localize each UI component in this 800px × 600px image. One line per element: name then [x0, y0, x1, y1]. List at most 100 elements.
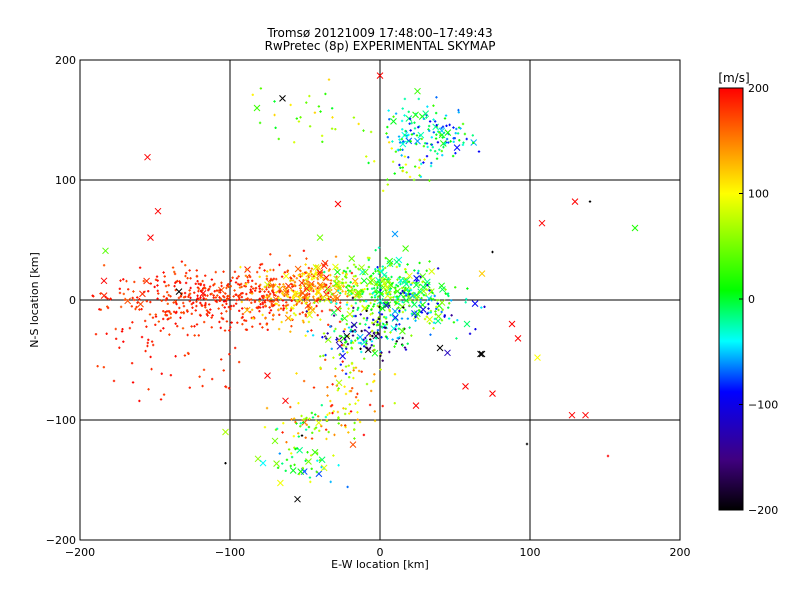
data-point — [362, 338, 365, 341]
data-point — [294, 313, 297, 317]
data-point — [319, 293, 322, 297]
data-point — [320, 283, 324, 287]
data-point — [230, 304, 233, 308]
data-point — [279, 307, 283, 310]
data-point — [410, 334, 413, 337]
data-point — [411, 281, 414, 285]
data-point — [299, 286, 302, 289]
data-point — [223, 329, 227, 332]
data-point — [448, 302, 451, 305]
data-point — [132, 298, 136, 302]
data-point — [417, 291, 421, 294]
data-point — [106, 306, 110, 310]
data-point — [365, 309, 368, 312]
data-point — [324, 353, 327, 357]
data-point — [330, 347, 333, 351]
data-point — [365, 284, 369, 288]
data-point — [366, 306, 369, 310]
scatter-points — [91, 72, 639, 503]
data-point — [368, 292, 372, 296]
data-point-x — [285, 282, 292, 290]
data-point — [315, 304, 318, 308]
data-point — [289, 464, 292, 468]
data-point — [362, 357, 366, 360]
data-point — [334, 255, 338, 258]
data-point — [414, 315, 417, 319]
data-point — [195, 323, 199, 326]
data-point — [300, 301, 303, 305]
data-point — [339, 363, 342, 366]
data-point — [450, 314, 453, 317]
data-point — [136, 301, 139, 304]
data-point — [324, 92, 327, 96]
data-point — [224, 299, 228, 303]
data-point — [334, 327, 337, 331]
data-point — [266, 328, 269, 331]
data-point — [224, 385, 228, 389]
data-point — [330, 300, 333, 304]
data-point — [290, 283, 294, 286]
data-point — [114, 327, 117, 331]
data-point — [436, 267, 440, 270]
data-point — [261, 288, 264, 291]
data-point — [444, 292, 447, 295]
data-point — [272, 313, 275, 316]
data-point — [315, 470, 319, 474]
data-point — [281, 431, 284, 434]
data-point — [142, 279, 145, 283]
data-point — [398, 275, 402, 279]
data-point — [413, 127, 417, 130]
data-point-x — [438, 127, 446, 135]
data-point-x — [277, 479, 284, 487]
data-point — [286, 295, 290, 298]
data-point — [104, 295, 107, 299]
data-point — [96, 364, 99, 368]
data-point — [451, 154, 455, 158]
data-point — [278, 283, 281, 286]
data-point — [402, 327, 405, 331]
data-point-x — [568, 411, 576, 419]
data-point — [299, 275, 302, 278]
data-point — [186, 333, 189, 337]
data-point — [398, 163, 401, 167]
data-point — [168, 333, 171, 336]
data-point — [327, 78, 331, 81]
data-point — [306, 293, 309, 297]
data-point-x — [419, 273, 427, 280]
data-point — [149, 300, 152, 304]
data-point — [343, 412, 347, 416]
data-point — [409, 283, 413, 286]
data-point — [266, 298, 269, 302]
data-point — [371, 334, 374, 338]
data-point — [155, 275, 159, 278]
data-point — [428, 260, 431, 263]
data-point — [261, 301, 264, 304]
data-point-x — [330, 309, 338, 316]
data-point — [403, 294, 407, 298]
data-point — [430, 143, 434, 146]
data-point-x — [439, 286, 446, 293]
data-point — [385, 323, 389, 326]
data-point — [228, 329, 231, 332]
data-point — [433, 317, 437, 321]
data-point — [344, 290, 347, 293]
data-point — [199, 296, 202, 299]
data-point — [387, 141, 391, 144]
data-point — [289, 309, 292, 312]
data-point — [405, 294, 408, 297]
data-point — [384, 275, 388, 278]
data-point — [198, 298, 201, 301]
data-point — [414, 112, 418, 116]
data-point — [319, 366, 322, 369]
data-point — [297, 274, 301, 277]
data-point — [309, 480, 312, 484]
data-point-x — [391, 307, 399, 315]
data-point — [220, 312, 223, 315]
data-point — [378, 311, 381, 314]
data-point — [227, 386, 231, 390]
data-point — [429, 297, 433, 300]
data-point-x — [343, 332, 351, 340]
data-point — [435, 133, 438, 136]
data-point — [220, 281, 223, 284]
data-point — [308, 476, 312, 479]
